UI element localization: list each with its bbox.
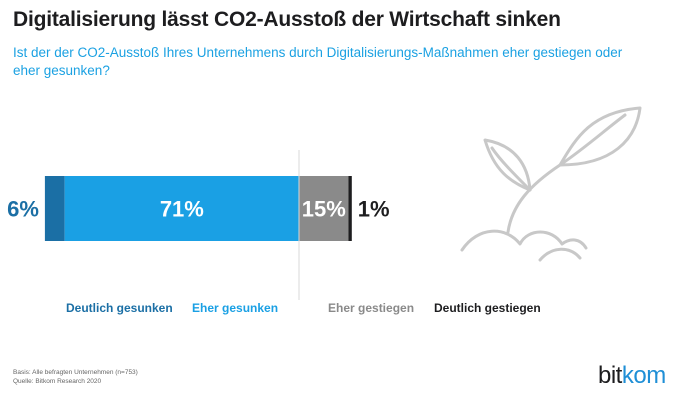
seedling-icon — [460, 106, 642, 262]
value-labels: 6% 71% 15% 1% — [7, 197, 389, 222]
category-labels: Deutlich gesunken Eher gesunken Eher gesti… — [66, 301, 541, 315]
logo-main: bit — [598, 362, 622, 389]
bar-deutlich-gestiegen — [348, 176, 352, 241]
legend-deutlich-gesunken: Deutlich gesunken — [66, 301, 173, 315]
value-label-eher-gesunken: 71% — [160, 197, 204, 222]
legend-eher-gesunken: Eher gesunken — [192, 301, 278, 315]
chart-title: Digitalisierung lässt CO2-Ausstoß der Wi… — [13, 8, 561, 31]
bar-eher-gestiegen — [299, 176, 349, 241]
bar-eher-gesunken — [64, 176, 299, 241]
bar-deutlich-gesunken — [44, 176, 65, 241]
footnote-source: Quelle: Bitkom Research 2020 — [13, 378, 102, 385]
value-label-deutlich-gesunken: 6% — [7, 197, 39, 222]
chart-subtitle: Ist der der CO2-Ausstoß Ihres Unternehme… — [13, 45, 623, 78]
legend-deutlich-gestiegen: Deutlich gestiegen — [434, 301, 541, 315]
value-label-eher-gestiegen: 15% — [302, 197, 346, 222]
legend-eher-gestiegen: Eher gestiegen — [328, 301, 414, 315]
bar-group — [44, 176, 352, 241]
footnote: Basis: Alle befragten Unternehmen (n=753… — [13, 368, 138, 386]
bitkom-logo: bitkom — [598, 362, 666, 390]
logo-accent: kom — [621, 362, 666, 389]
value-label-deutlich-gestiegen: 1% — [358, 197, 390, 222]
footnote-basis: Basis: Alle befragten Unternehmen (n=753… — [13, 369, 138, 376]
